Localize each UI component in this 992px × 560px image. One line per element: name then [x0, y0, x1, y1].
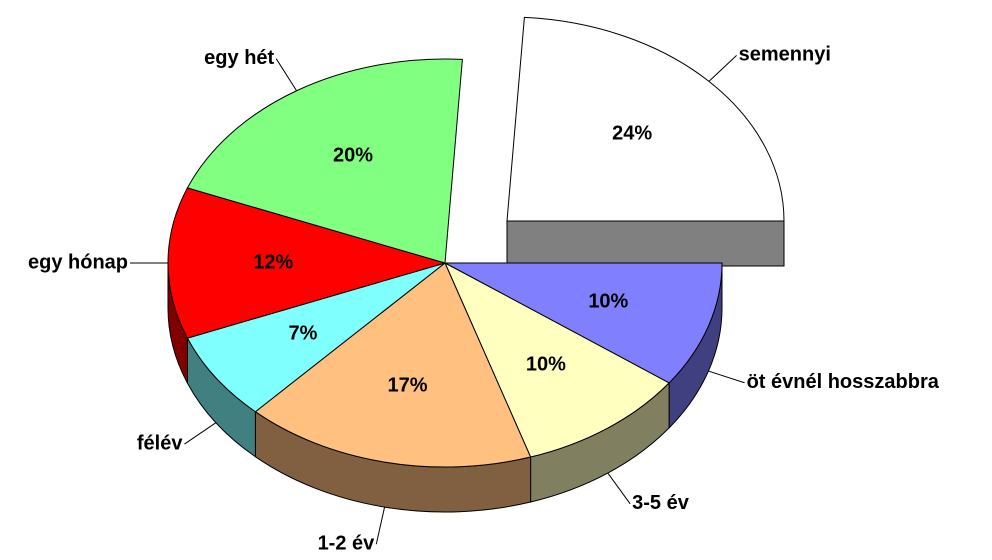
slice — [254, 262, 532, 468]
category-label: semennyi — [739, 44, 831, 66]
value-label: 17% — [388, 375, 428, 397]
value-label: 10% — [588, 290, 628, 312]
value-label: 10% — [526, 354, 566, 376]
value-label: 20% — [333, 144, 373, 166]
category-label: 3-5 év — [632, 492, 690, 514]
value-label: 24% — [612, 123, 652, 145]
leader-line — [708, 54, 737, 82]
leader-line — [708, 370, 745, 384]
category-label: 1-2 év — [318, 532, 376, 554]
category-label: öt évnél hosszabbra — [747, 371, 940, 393]
category-label: egy hét — [204, 47, 274, 69]
slice — [186, 58, 463, 264]
leader-line — [184, 422, 217, 445]
category-label: egy hónap — [28, 251, 128, 273]
slice — [186, 262, 446, 413]
slice — [443, 261, 670, 458]
value-label: 7% — [289, 322, 318, 344]
slice — [444, 262, 723, 384]
category-label: félév — [137, 432, 183, 454]
value-label: 12% — [253, 251, 293, 273]
slice — [506, 16, 785, 222]
leader-line — [375, 506, 386, 545]
leader-line — [275, 58, 297, 92]
slice — [167, 187, 447, 339]
slice-face — [506, 220, 785, 267]
leader-line — [607, 472, 631, 505]
